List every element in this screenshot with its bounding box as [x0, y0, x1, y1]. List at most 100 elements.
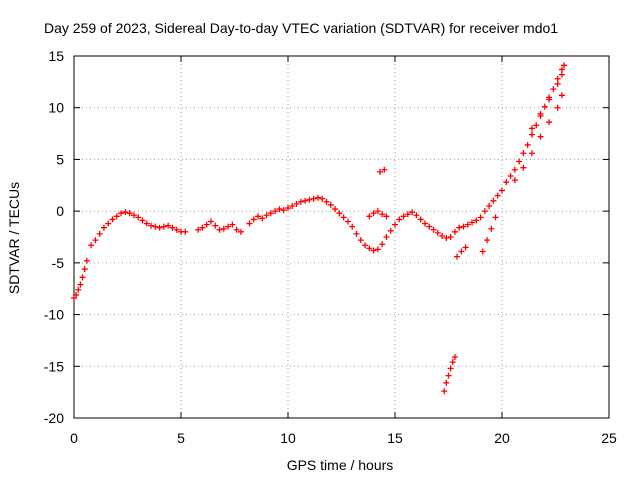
data-point — [77, 281, 84, 288]
data-point — [135, 214, 142, 221]
data-point — [207, 218, 214, 225]
data-point — [486, 202, 493, 209]
data-point — [507, 172, 514, 179]
data-point — [392, 221, 398, 228]
data-point — [88, 242, 95, 249]
data-point — [344, 218, 351, 225]
x-tick-label: 5 — [177, 430, 185, 446]
plot-frame — [73, 55, 610, 419]
data-point — [473, 217, 480, 224]
data-point — [456, 224, 463, 231]
data-point — [323, 198, 330, 205]
data-point — [490, 197, 497, 204]
data-point — [541, 103, 548, 110]
data-point — [462, 244, 469, 251]
axis-ticks — [73, 55, 610, 419]
data-point — [561, 62, 568, 69]
data-point — [216, 226, 223, 233]
data-point — [336, 210, 343, 217]
data-point — [297, 198, 304, 205]
data-point — [113, 213, 120, 220]
data-point — [165, 222, 172, 229]
data-point — [537, 110, 544, 117]
data-point — [293, 200, 300, 207]
data-point — [327, 201, 334, 208]
data-point — [340, 214, 347, 221]
data-point — [379, 241, 386, 248]
data-point — [302, 197, 309, 204]
data-point — [447, 234, 454, 240]
data-point — [199, 224, 206, 231]
x-tick-label: 0 — [70, 430, 78, 446]
data-point — [357, 237, 364, 244]
data-point — [520, 150, 527, 157]
data-point — [546, 119, 553, 126]
data-point — [92, 237, 99, 244]
data-point — [267, 210, 274, 217]
data-point — [143, 220, 150, 227]
data-point — [447, 365, 454, 372]
data-point — [276, 206, 283, 213]
data-point — [203, 221, 210, 228]
data-point — [182, 228, 189, 235]
data-point — [421, 220, 428, 227]
data-point — [229, 221, 236, 228]
data-point — [503, 179, 510, 186]
data-point — [250, 216, 257, 223]
data-point — [528, 131, 535, 138]
data-point — [528, 125, 535, 132]
y-tick-label: 15 — [48, 48, 64, 64]
data-point — [445, 372, 452, 379]
data-point — [109, 216, 116, 223]
data-point — [383, 213, 390, 220]
data-point — [554, 104, 561, 111]
data-point — [306, 196, 313, 203]
x-tick-label: 25 — [601, 430, 617, 446]
data-point — [374, 208, 381, 215]
data-point — [451, 353, 458, 360]
y-tick-label: -15 — [44, 358, 64, 374]
x-tick-label: 15 — [387, 430, 403, 446]
data-point — [81, 266, 88, 273]
data-points — [71, 62, 568, 395]
data-point — [524, 141, 531, 148]
data-point — [460, 223, 467, 230]
data-point — [499, 187, 505, 194]
grid — [74, 56, 609, 418]
data-point — [73, 291, 80, 298]
data-point — [516, 158, 523, 165]
data-point — [169, 224, 176, 231]
data-point — [310, 195, 317, 202]
data-point — [377, 168, 384, 175]
data-point — [225, 223, 232, 230]
data-point — [370, 247, 377, 254]
x-axis-label: GPS time / hours — [287, 457, 394, 473]
data-point — [469, 219, 476, 226]
y-tick-label: 10 — [48, 100, 64, 116]
data-point — [379, 211, 386, 218]
data-point — [272, 208, 279, 215]
data-point — [520, 164, 527, 171]
data-point — [332, 206, 339, 213]
data-point — [533, 122, 540, 129]
data-point — [148, 222, 155, 229]
data-point — [195, 226, 202, 233]
data-point — [96, 230, 103, 237]
data-point — [255, 213, 262, 220]
data-point — [558, 71, 565, 78]
data-point — [430, 226, 437, 233]
data-point — [488, 225, 495, 232]
data-point — [139, 217, 146, 224]
data-point — [494, 192, 501, 199]
data-point — [413, 212, 420, 219]
data-point — [362, 242, 369, 249]
data-point — [404, 211, 411, 218]
data-point — [477, 214, 484, 221]
data-point — [130, 212, 137, 219]
y-tick-label: 5 — [56, 151, 64, 167]
data-point — [220, 225, 227, 232]
data-point — [285, 205, 291, 212]
data-point — [400, 213, 407, 220]
tick-labels: 0 5 10 15 20 25 -20 -15 -10 -5 0 5 10 15 — [44, 48, 617, 446]
y-axis-label: SDTVAR / TECUs — [6, 182, 22, 294]
